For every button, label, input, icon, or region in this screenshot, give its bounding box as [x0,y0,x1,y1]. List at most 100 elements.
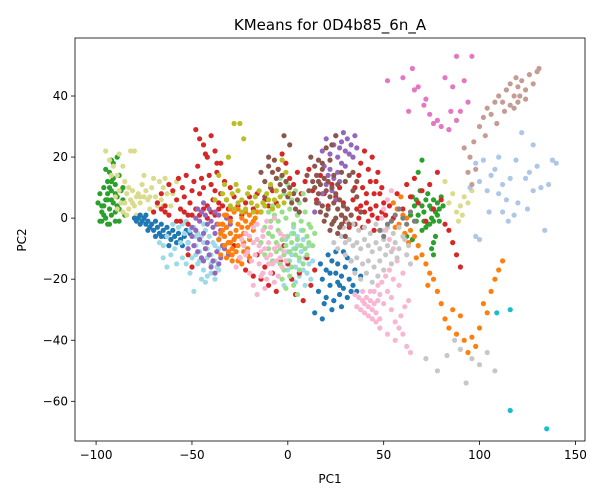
scatter-point [283,243,289,249]
scatter-point [327,151,333,157]
scatter-point [294,236,300,243]
scatter-point [116,188,122,194]
scatter-point [369,212,375,218]
scatter-point [338,233,345,239]
scatter-point [266,246,272,252]
scatter-point [500,258,506,264]
scatter-point [523,87,529,93]
scatter-point [206,172,212,178]
scatter-point [388,307,394,313]
scatter-point [530,142,536,148]
scatter-point [258,249,264,255]
scatter-point [327,270,333,276]
scatter-point [404,252,410,258]
scatter-point [358,203,364,209]
scatter-point [306,166,312,172]
scatter-point [229,246,235,252]
scatter-point [363,294,369,301]
scatter-point [542,227,548,233]
scatter-point [143,188,149,194]
scatter-point [415,243,421,249]
scatter-point [465,200,471,206]
scatter-point [469,334,475,340]
scatter-point [461,194,467,200]
scatter-point [369,249,375,255]
scatter-point [335,261,341,267]
scatter-point [208,218,214,224]
scatter-point [174,240,180,246]
scatter-point [308,154,314,160]
scatter-point [160,227,166,233]
scatter-point [323,136,329,142]
scatter-point [453,53,460,59]
scatter-point [402,304,408,310]
scatter-point [429,246,435,252]
scatter-point [430,120,437,127]
scatter-point [394,255,400,261]
scatter-point [519,130,525,136]
scatter-point [291,230,297,236]
scatter-point [388,294,394,301]
scatter-point [473,233,479,239]
scatter-point [352,270,358,276]
scatter-point [434,169,440,175]
scatter-point [108,178,114,185]
scatter-point [262,285,268,291]
scatter-point [122,200,128,206]
scatter-point [488,288,494,294]
scatter-point [212,197,218,203]
scatter-point [367,288,373,294]
scatter-point [158,191,164,197]
scatter-points [95,53,559,432]
scatter-point [373,319,379,325]
scatter-point [373,203,379,209]
scatter-point [212,188,218,194]
scatter-point [306,261,312,267]
scatter-point [216,221,222,227]
scatter-point [101,212,107,218]
scatter-point [400,331,406,337]
scatter-point [114,172,120,178]
scatter-point [197,136,203,142]
scatter-point [101,185,107,191]
scatter-point [519,78,525,84]
scatter-point [283,258,289,264]
scatter-point [486,209,492,215]
scatter-point [300,267,306,273]
scatter-point [141,172,147,178]
scatter-point [143,212,149,218]
scatter-point [204,221,210,227]
scatter-point [361,236,368,243]
scatter-point [233,227,239,233]
scatter-point [304,233,310,239]
scatter-point [361,310,368,316]
scatter-point [275,243,281,249]
scatter-point [369,316,375,322]
scatter-point [327,227,333,233]
scatter-point [461,337,467,343]
scatter-point [227,240,233,246]
scatter-point [214,249,220,255]
scatter-point [461,145,467,151]
scatter-point [291,181,297,188]
scatter-point [294,169,300,175]
scatter-point [296,255,302,261]
scatter-point [360,261,366,267]
scatter-point [256,188,262,194]
scatter-point [283,178,289,185]
scatter-point [264,255,270,261]
scatter-point [191,178,197,185]
scatter-point [250,218,256,224]
scatter-point [277,194,283,200]
scatter-point [202,212,208,218]
scatter-point [480,114,486,120]
scatter-point [314,172,320,178]
scatter-point [365,258,371,264]
scatter-point [103,197,109,203]
scatter-point [315,288,322,294]
scatter-point [496,154,502,160]
x-axis: −100 −50 0 50 100 150 [80,441,587,462]
scatter-point [473,166,479,172]
scatter-point [511,93,517,99]
scatter-point [185,221,191,227]
